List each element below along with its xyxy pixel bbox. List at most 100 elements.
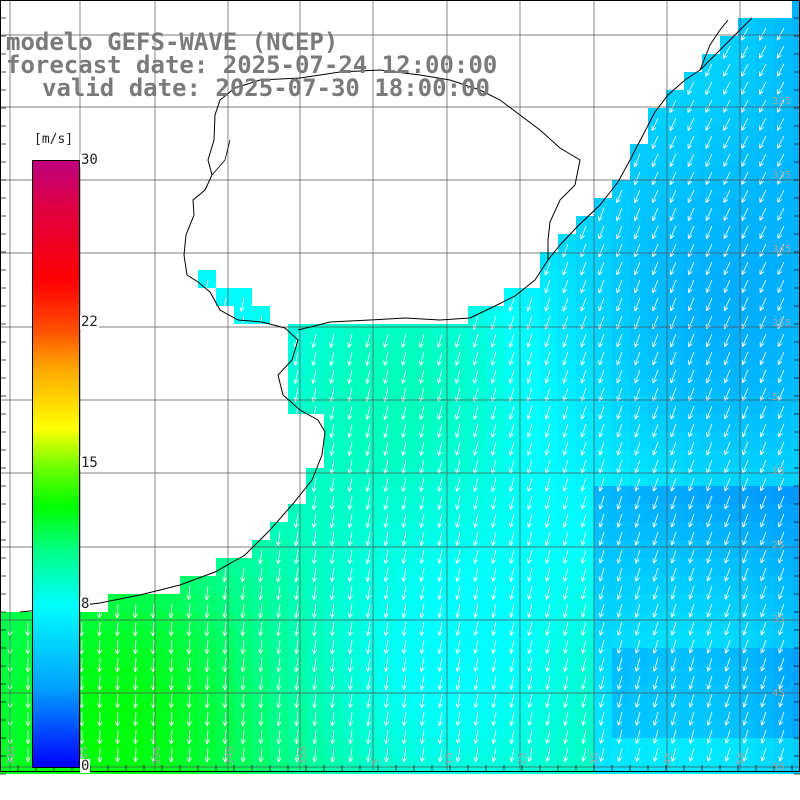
wind-speed-cell — [576, 756, 594, 774]
wind-arrow — [365, 477, 371, 492]
wind-speed-cell — [306, 738, 324, 756]
wind-speed-cell — [576, 306, 594, 324]
wind-speed-cell — [288, 756, 306, 774]
wind-arrow — [168, 657, 174, 673]
wind-speed-cell — [666, 162, 684, 180]
wind-speed-cell — [594, 720, 612, 738]
wind-arrow — [311, 333, 317, 348]
wind-arrow — [759, 441, 767, 456]
wind-speed-cell — [720, 360, 738, 378]
wind-arrow — [437, 585, 443, 600]
wind-speed-cell — [216, 720, 234, 738]
wind-speed-cell — [378, 378, 396, 396]
wind-speed-cell — [108, 630, 126, 648]
wind-arrow — [544, 531, 551, 546]
wind-speed-cell — [540, 486, 558, 504]
wind-arrow — [723, 333, 731, 348]
wind-arrow — [670, 423, 677, 438]
wind-arrow — [294, 711, 300, 727]
wind-arrow — [615, 207, 623, 222]
wind-speed-cell — [792, 378, 800, 396]
wind-speed-cell — [486, 720, 504, 738]
wind-speed-cell — [684, 72, 702, 90]
wind-arrow — [419, 387, 425, 402]
wind-speed-cell — [288, 594, 306, 612]
wind-speed-cell — [666, 450, 684, 468]
wind-arrow — [742, 621, 749, 636]
wind-arrow — [670, 459, 677, 474]
wind-speed-cell — [684, 756, 702, 774]
wind-speed-cell — [666, 108, 684, 126]
wind-arrow — [687, 99, 695, 113]
wind-arrow — [688, 459, 695, 474]
wind-speed-cell — [792, 360, 800, 378]
wind-speed-cell — [522, 756, 540, 774]
wind-speed-cell — [144, 612, 162, 630]
wind-speed-cell — [522, 720, 540, 738]
wind-speed-cell — [414, 450, 432, 468]
wind-speed-cell — [738, 504, 756, 522]
wind-arrow — [562, 513, 569, 528]
wind-speed-cell — [630, 612, 648, 630]
wind-arrow — [454, 351, 461, 366]
legend-tick-label: 30 — [80, 152, 99, 168]
wind-arrow — [544, 477, 551, 492]
wind-speed-cell — [234, 720, 252, 738]
wind-arrow — [759, 189, 767, 203]
wind-speed-cell — [486, 612, 504, 630]
wind-speed-cell — [486, 504, 504, 522]
wind-speed-cell — [702, 720, 720, 738]
wind-speed-cell — [702, 414, 720, 432]
wind-arrow — [759, 171, 767, 185]
wind-arrow — [526, 351, 533, 366]
wind-arrow — [526, 513, 533, 528]
wind-speed-cell — [360, 558, 378, 576]
wind-speed-cell — [288, 738, 306, 756]
wind-arrow — [437, 405, 443, 420]
wind-speed-cell — [324, 558, 342, 576]
wind-arrow — [760, 693, 767, 708]
wind-speed-cell — [342, 522, 360, 540]
wind-arrow — [599, 693, 605, 708]
wind-speed-cell — [360, 504, 378, 522]
wind-arrow — [455, 693, 461, 708]
wind-speed-cell — [720, 306, 738, 324]
wind-speed-cell — [558, 630, 576, 648]
wind-arrow — [294, 675, 300, 691]
wind-arrow — [562, 549, 569, 564]
wind-speed-cell — [666, 180, 684, 198]
wind-speed-cell — [720, 252, 738, 270]
wind-speed-cell — [648, 144, 666, 162]
wind-speed-cell — [468, 666, 486, 684]
wind-speed-cell — [396, 702, 414, 720]
wind-speed-cell — [576, 324, 594, 342]
wind-arrow — [634, 405, 641, 420]
wind-arrow — [617, 747, 623, 762]
wind-speed-cell — [792, 738, 800, 756]
wind-speed-cell — [720, 288, 738, 306]
wind-arrow — [562, 441, 569, 456]
wind-arrow — [25, 747, 31, 763]
wind-arrow — [544, 279, 551, 294]
wind-speed-cell — [270, 720, 288, 738]
wind-speed-cell — [738, 252, 756, 270]
wind-arrow — [742, 657, 749, 672]
wind-speed-cell — [198, 666, 216, 684]
wind-arrow — [616, 351, 623, 366]
wind-speed-cell — [738, 414, 756, 432]
wind-arrow — [634, 513, 641, 528]
wind-speed-cell — [468, 378, 486, 396]
wind-speed-cell — [594, 234, 612, 252]
wind-speed-cell — [18, 702, 36, 720]
wind-speed-cell — [306, 396, 324, 414]
wind-arrow — [330, 639, 336, 655]
wind-arrow — [311, 585, 317, 601]
wind-speed-cell — [594, 630, 612, 648]
wind-arrow — [25, 711, 31, 727]
wind-arrow — [705, 63, 713, 77]
wind-speed-cell — [432, 630, 450, 648]
wind-arrow — [348, 747, 354, 763]
wind-speed-cell — [144, 648, 162, 666]
wind-arrow — [401, 603, 407, 618]
wind-speed-cell — [162, 720, 180, 738]
